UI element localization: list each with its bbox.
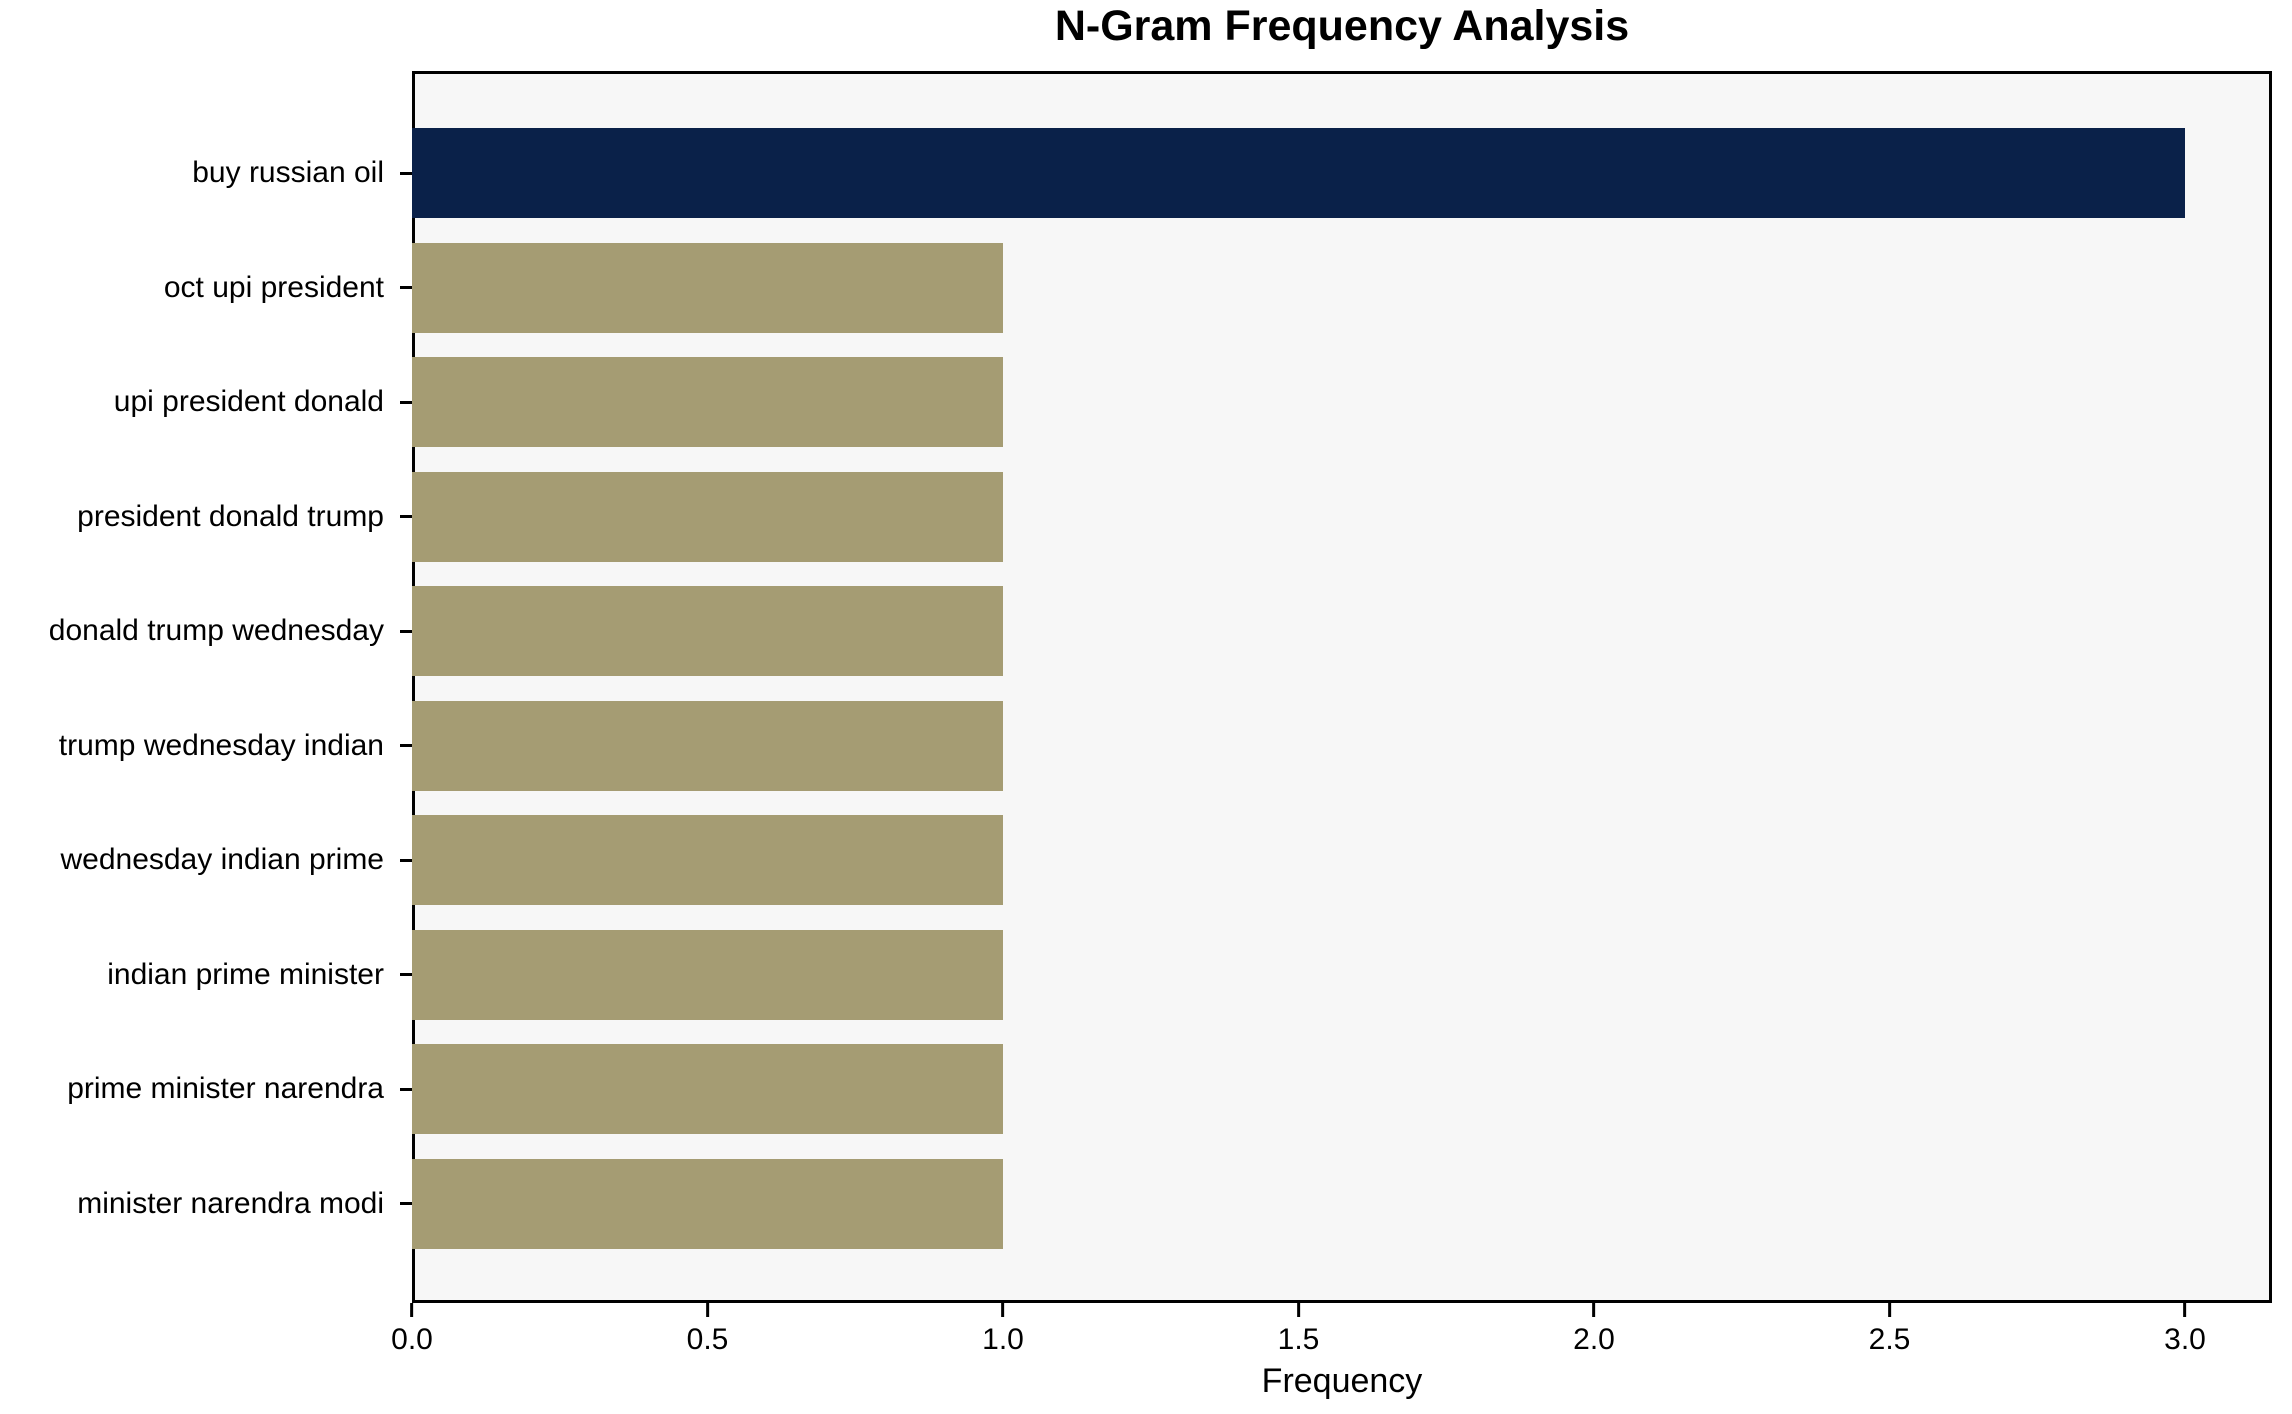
x-tick-label: 0.0	[391, 1323, 433, 1356]
y-tick-label: upi president donald	[113, 385, 384, 419]
x-tick-mark	[1001, 1303, 1005, 1317]
x-axis: 0.0 0.5 1.0 1.5 2.0 2.5 3.0	[0, 1303, 2292, 1363]
bar-row: minister narendra modi	[0, 1147, 2292, 1262]
bar	[412, 700, 1003, 791]
bar	[412, 1044, 1003, 1135]
y-tick-mark	[400, 515, 412, 519]
bar	[412, 128, 2185, 219]
y-tick-label: indian prime minister	[107, 957, 384, 991]
bar-row: wednesday indian prime	[0, 803, 2292, 918]
y-tick-label: buy russian oil	[192, 156, 384, 190]
x-tick-label: 0.5	[686, 1323, 729, 1356]
bar	[412, 815, 1003, 906]
x-axis-label: Frequency	[1261, 1362, 1423, 1400]
bar-row: buy russian oil	[0, 116, 2292, 231]
x-tick: 2.0	[1573, 1303, 1615, 1357]
bar-row: president donald trump	[0, 460, 2292, 575]
x-tick-label: 2.5	[1868, 1323, 1911, 1356]
y-tick-label: president donald trump	[77, 499, 384, 533]
y-tick-mark	[400, 171, 412, 175]
x-tick-mark	[410, 1303, 414, 1317]
x-tick-label: 1.5	[1277, 1323, 1320, 1356]
y-tick-mark	[400, 400, 412, 404]
bar	[412, 357, 1003, 448]
chart-title: N-Gram Frequency Analysis	[1054, 2, 1630, 50]
x-tick-label: 1.0	[982, 1323, 1024, 1356]
y-tick-label: oct upi president	[163, 270, 384, 304]
bar	[412, 1158, 1003, 1249]
y-tick-mark	[400, 858, 412, 862]
bar-row: indian prime minister	[0, 918, 2292, 1033]
bar	[412, 586, 1003, 677]
bar-row: upi president donald	[0, 345, 2292, 460]
x-tick-label: 2.0	[1573, 1323, 1615, 1356]
x-tick-mark	[1297, 1303, 1300, 1317]
y-tick-label: wednesday indian prime	[60, 843, 384, 877]
x-tick: 0.5	[686, 1303, 729, 1357]
y-tick-label: minister narendra modi	[77, 1186, 384, 1220]
bar-row: donald trump wednesday	[0, 574, 2292, 689]
y-tick-mark	[400, 286, 412, 290]
x-tick: 0.0	[391, 1303, 433, 1357]
x-tick-mark	[1888, 1303, 1891, 1317]
x-tick: 1.5	[1277, 1303, 1320, 1357]
x-tick-label: 3.0	[2164, 1323, 2206, 1356]
bar-row: prime minister narendra	[0, 1032, 2292, 1147]
bar	[412, 242, 1003, 333]
y-tick-mark	[400, 1087, 412, 1091]
bar-row: oct upi president	[0, 231, 2292, 346]
y-tick-label: trump wednesday indian	[58, 728, 384, 762]
y-tick-mark	[400, 744, 412, 748]
x-tick-mark	[706, 1303, 709, 1317]
y-tick-label: prime minister narendra	[67, 1072, 384, 1106]
x-tick: 1.0	[982, 1303, 1024, 1357]
x-tick: 3.0	[2164, 1303, 2206, 1357]
y-tick-mark	[400, 973, 412, 977]
y-tick-label: donald trump wednesday	[48, 614, 384, 648]
bar	[412, 471, 1003, 562]
bar	[412, 929, 1003, 1020]
y-tick-mark	[400, 1202, 412, 1206]
x-tick-mark	[1592, 1303, 1596, 1317]
bar-row: trump wednesday indian	[0, 689, 2292, 804]
y-tick-mark	[400, 629, 412, 633]
x-tick-mark	[2183, 1303, 2187, 1317]
bar-rows: buy russian oil oct upi president upi pr…	[0, 116, 2292, 1261]
x-tick: 2.5	[1868, 1303, 1911, 1357]
